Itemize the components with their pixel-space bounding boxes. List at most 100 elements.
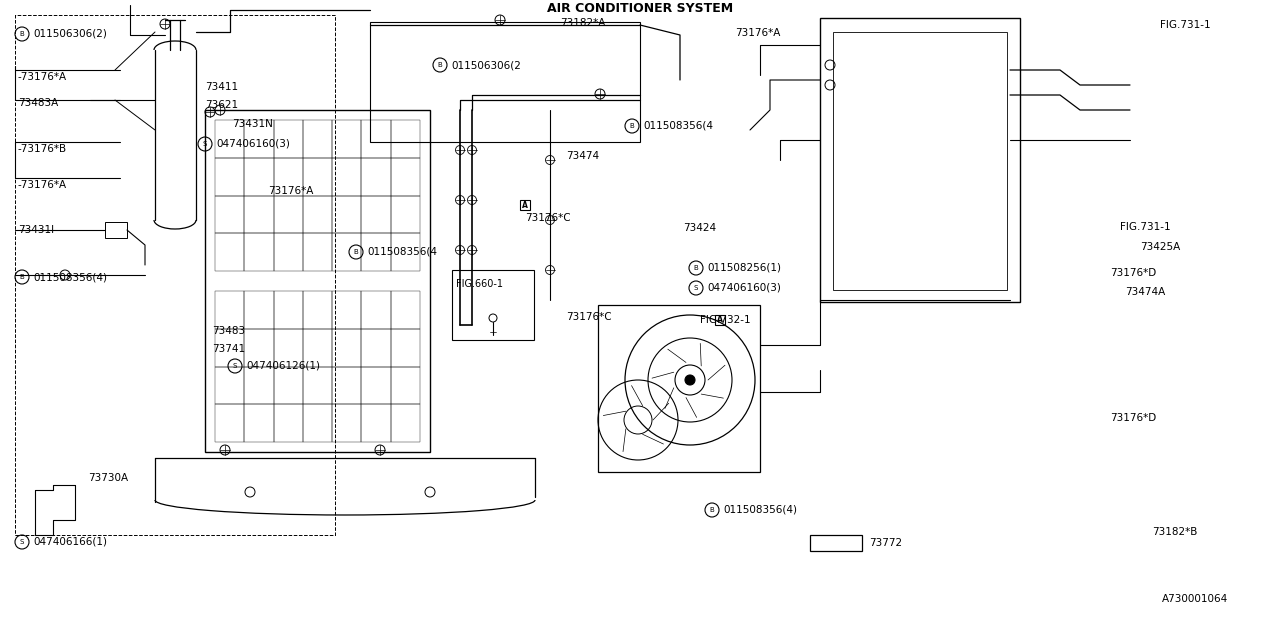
Bar	[303, 195, 332, 233]
Bar	[215, 120, 244, 157]
Bar	[303, 291, 332, 329]
Bar	[452, 270, 534, 340]
Text: B: B	[630, 123, 635, 129]
Text: S: S	[202, 141, 207, 147]
Text: B: B	[353, 249, 358, 255]
Bar	[598, 305, 760, 472]
Bar	[274, 157, 303, 195]
Bar	[105, 222, 127, 238]
Text: S: S	[694, 285, 698, 291]
Bar	[303, 233, 332, 271]
Text: 73772: 73772	[869, 538, 902, 548]
Text: 73425A: 73425A	[1140, 242, 1180, 252]
Text: 73182*B: 73182*B	[1152, 527, 1197, 537]
Text: 047406166(1): 047406166(1)	[33, 537, 108, 547]
Bar	[820, 18, 1020, 302]
Bar	[274, 120, 303, 157]
Bar	[244, 195, 274, 233]
Bar	[390, 120, 420, 157]
Bar	[332, 120, 361, 157]
Bar	[361, 195, 390, 233]
Text: A: A	[717, 316, 723, 324]
Text: 73176*D: 73176*D	[1110, 268, 1156, 278]
Bar	[215, 233, 244, 271]
Bar	[361, 329, 390, 367]
Bar	[361, 291, 390, 329]
Text: 011506306(2): 011506306(2)	[33, 29, 106, 39]
Text: 73483A: 73483A	[18, 98, 59, 108]
Text: 011508356(4): 011508356(4)	[723, 505, 797, 515]
Text: 73474: 73474	[566, 151, 599, 161]
Text: FIG.660-1: FIG.660-1	[456, 279, 503, 289]
Bar	[361, 367, 390, 404]
Bar	[215, 291, 244, 329]
Text: 047406160(3): 047406160(3)	[216, 139, 289, 149]
Circle shape	[685, 375, 695, 385]
Bar	[274, 404, 303, 442]
Text: A: A	[522, 200, 527, 209]
Text: 73176*D: 73176*D	[1110, 413, 1156, 423]
Bar	[244, 233, 274, 271]
Bar	[390, 291, 420, 329]
Bar	[274, 367, 303, 404]
Text: 73176*C: 73176*C	[525, 213, 571, 223]
Bar	[390, 404, 420, 442]
Bar	[716, 315, 724, 325]
Bar	[215, 195, 244, 233]
Bar	[332, 329, 361, 367]
Bar	[303, 120, 332, 157]
Text: B: B	[694, 265, 699, 271]
Bar	[332, 195, 361, 233]
Bar	[833, 32, 1007, 290]
Text: -73176*A: -73176*A	[18, 180, 67, 190]
Text: 73431I: 73431I	[18, 225, 54, 235]
Text: B: B	[19, 274, 24, 280]
Text: FIG.731-1: FIG.731-1	[1160, 20, 1211, 30]
Text: 73182*A: 73182*A	[561, 18, 605, 28]
Text: 011508356(4: 011508356(4	[367, 247, 436, 257]
Bar	[332, 157, 361, 195]
Text: 047406160(3): 047406160(3)	[707, 283, 781, 293]
Bar	[215, 367, 244, 404]
Text: 73474A: 73474A	[1125, 287, 1165, 297]
Bar	[390, 195, 420, 233]
Bar	[390, 367, 420, 404]
Text: B: B	[19, 31, 24, 37]
Text: S: S	[19, 539, 24, 545]
Text: 73411: 73411	[205, 82, 238, 92]
Text: FIG.731-1: FIG.731-1	[1120, 222, 1171, 232]
Bar	[361, 120, 390, 157]
Text: 73176*A: 73176*A	[735, 28, 781, 38]
Bar	[244, 157, 274, 195]
Text: A730001064: A730001064	[1162, 594, 1229, 604]
Text: 011508256(1): 011508256(1)	[707, 263, 781, 273]
Text: 73741: 73741	[212, 344, 246, 354]
Text: 73176*A: 73176*A	[268, 186, 314, 196]
Bar	[810, 535, 861, 551]
Bar	[361, 157, 390, 195]
Bar	[274, 195, 303, 233]
Text: 011508356(4): 011508356(4)	[33, 272, 108, 282]
Bar	[244, 329, 274, 367]
Bar	[274, 291, 303, 329]
Text: 047406126(1): 047406126(1)	[246, 361, 320, 371]
Bar	[332, 233, 361, 271]
Text: 73431N: 73431N	[232, 119, 273, 129]
Text: 73424: 73424	[684, 223, 716, 233]
Text: 011506306(2: 011506306(2	[451, 60, 521, 70]
Text: 73730A: 73730A	[88, 473, 128, 483]
Bar	[332, 291, 361, 329]
Text: 73176*C: 73176*C	[566, 312, 612, 322]
Bar	[303, 367, 332, 404]
Text: -73176*B: -73176*B	[18, 144, 67, 154]
Text: S: S	[233, 363, 237, 369]
Bar	[244, 120, 274, 157]
Bar	[332, 404, 361, 442]
Bar	[244, 291, 274, 329]
Text: -73176*A: -73176*A	[18, 72, 67, 82]
Bar	[274, 329, 303, 367]
Bar	[303, 157, 332, 195]
Bar	[244, 404, 274, 442]
Bar	[390, 233, 420, 271]
Bar	[274, 233, 303, 271]
